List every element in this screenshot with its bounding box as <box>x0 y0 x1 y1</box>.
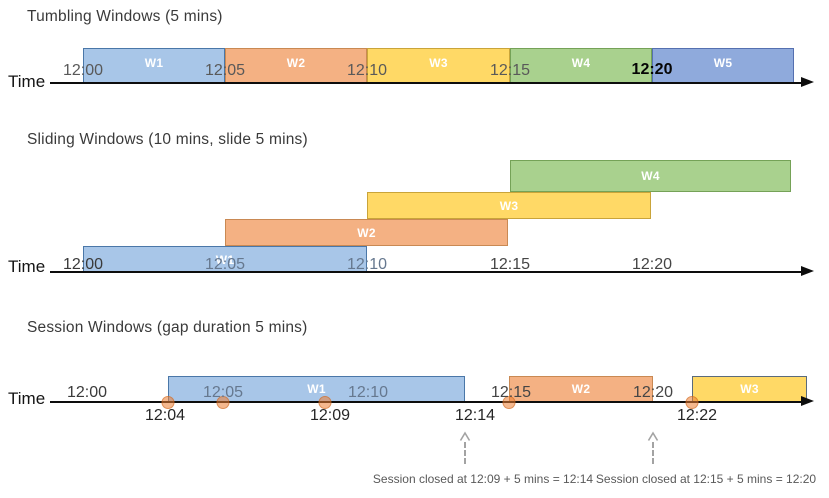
sliding-window-w4: W4 <box>510 160 791 192</box>
event-dot <box>685 396 699 409</box>
window-label: W3 <box>499 198 519 213</box>
section-title-session: Session Windows (gap duration 5 mins) <box>27 319 308 336</box>
session-close-dashed-line <box>652 442 654 464</box>
tick-12-05: 12:05 <box>202 384 244 401</box>
tick-12-15: 12:15 <box>490 384 532 401</box>
tick-12-20: 12:20 <box>631 256 673 273</box>
axis-label-time: Time <box>8 389 46 408</box>
tick-12-20: 12:20 <box>632 384 674 401</box>
session-close-dashed-line <box>464 442 466 464</box>
event-label-12-09: 12:09 <box>309 407 351 424</box>
event-label-12-14: 12:14 <box>454 407 496 424</box>
timeline-axis <box>50 271 802 273</box>
tick-12-00: 12:00 <box>66 384 108 401</box>
axis-label-time: Time <box>8 72 46 91</box>
axis-arrowhead-icon <box>801 266 814 276</box>
sliding-window-w2: W2 <box>225 219 508 246</box>
event-dot <box>161 396 175 409</box>
tick-12-05: 12:05 <box>204 62 246 79</box>
tick-12-20: 12:20 <box>631 61 673 78</box>
window-label: W1 <box>215 252 235 267</box>
tick-12-00: 12:00 <box>62 256 104 273</box>
tick-12-00: 12:00 <box>62 62 104 79</box>
window-label: W3 <box>429 56 448 70</box>
window-label: W1 <box>144 56 164 70</box>
event-dot <box>318 396 332 409</box>
section-title-tumbling: Tumbling Windows (5 mins) <box>27 8 223 25</box>
window-label: W2 <box>286 56 306 70</box>
tumbling-window-w1: W1 <box>83 48 225 83</box>
tick-12-15: 12:15 <box>489 256 531 273</box>
tick-12-10: 12:10 <box>346 256 388 273</box>
section-title-sliding: Sliding Windows (10 mins, slide 5 mins) <box>27 131 308 148</box>
tick-12-10: 12:10 <box>346 62 388 79</box>
tumbling-window-w3: W3 <box>367 48 510 83</box>
session-close-annotation-1: Session closed at 12:09 + 5 mins = 12:14 <box>372 472 594 486</box>
window-label: W3 <box>740 382 759 396</box>
session-window-w3: W3 <box>692 376 807 402</box>
up-arrow-icon <box>459 431 471 441</box>
session-window-w2: W2 <box>509 376 653 402</box>
window-label: W1 <box>307 382 326 396</box>
tumbling-window-w2: W2 <box>225 48 367 83</box>
axis-arrowhead-icon <box>801 77 814 87</box>
window-label: W4 <box>571 56 591 70</box>
tumbling-window-w4: W4 <box>510 48 652 83</box>
timeline-axis <box>50 82 802 84</box>
event-label-12-22: 12:22 <box>676 407 718 424</box>
event-dot <box>216 396 230 409</box>
window-label: W2 <box>571 382 591 396</box>
axis-arrowhead-icon <box>801 396 814 406</box>
sliding-window-w3: W3 <box>367 192 651 219</box>
window-label: W2 <box>357 225 376 240</box>
tick-12-10: 12:10 <box>347 384 389 401</box>
timeline-axis <box>50 401 802 403</box>
window-label: W4 <box>641 169 660 183</box>
axis-label-time: Time <box>8 257 46 276</box>
tumbling-window-w5: W5 <box>652 48 794 83</box>
tick-12-05: 12:05 <box>204 256 246 273</box>
window-label: W5 <box>713 56 733 70</box>
session-close-annotation-2: Session closed at 12:15 + 5 mins = 12:20 <box>595 472 817 486</box>
event-label-12-04: 12:04 <box>144 407 186 424</box>
tick-12-15: 12:15 <box>489 62 531 79</box>
up-arrow-icon <box>647 431 659 441</box>
event-dot <box>502 396 516 409</box>
